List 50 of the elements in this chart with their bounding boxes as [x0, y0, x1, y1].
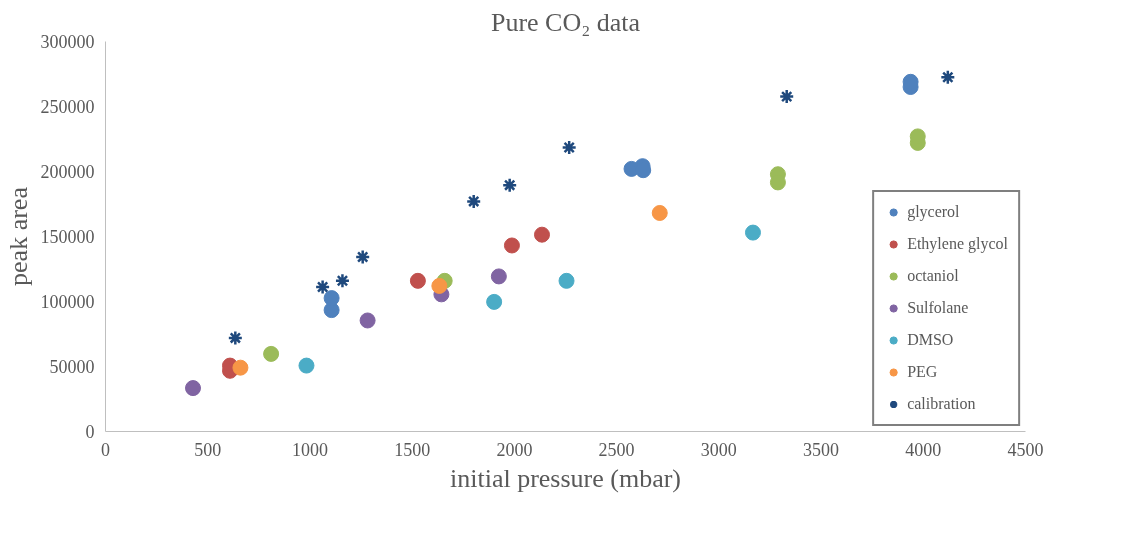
point	[533, 226, 550, 243]
y-tick-label: 200000	[40, 162, 95, 182]
point	[409, 272, 426, 289]
point	[561, 139, 577, 156]
y-axis-title: peak area	[3, 186, 33, 286]
point	[501, 177, 518, 193]
x-tick-label: 500	[194, 439, 222, 460]
legend-label: octaniol	[907, 267, 959, 285]
y-tick-label: 50000	[49, 357, 95, 377]
legend-label: Ethylene glycol	[907, 235, 1008, 253]
point	[431, 277, 448, 294]
point	[298, 357, 315, 374]
x-tick-label: 0	[101, 439, 110, 460]
y-tick-label: 150000	[40, 227, 95, 247]
point	[354, 249, 371, 265]
y-tick-label: 0	[85, 422, 95, 442]
point	[263, 345, 280, 362]
y-tick-label: 300000	[40, 32, 95, 52]
point	[465, 193, 482, 210]
legend-label: glycerol	[907, 203, 960, 221]
point	[651, 204, 668, 221]
legend-label: calibration	[907, 395, 976, 413]
point	[314, 279, 331, 295]
chart-title: Pure CO₂ data	[490, 7, 641, 37]
legend-label: DMSO	[907, 331, 954, 349]
point	[486, 293, 503, 310]
point	[490, 268, 507, 285]
x-tick-label: 3000	[700, 439, 737, 460]
point	[744, 224, 761, 241]
point	[334, 273, 351, 289]
point	[359, 312, 376, 329]
point	[232, 359, 249, 376]
legend-label: PEG	[907, 363, 938, 381]
y-tick-label: 100000	[40, 292, 95, 312]
x-axis-title: initial pressure (mbar)	[449, 463, 682, 493]
point	[778, 88, 795, 105]
point	[227, 330, 244, 346]
x-tick-label: 3500	[803, 439, 840, 460]
legend-label: Sulfolane	[907, 299, 969, 317]
point	[940, 69, 956, 85]
point	[558, 272, 575, 289]
x-tick-label: 2500	[598, 439, 635, 460]
point	[185, 380, 201, 397]
x-tick-label: 1000	[291, 439, 328, 460]
x-tick-label: 1500	[394, 439, 431, 460]
point	[503, 237, 520, 254]
x-tick-label: 4500	[1007, 439, 1044, 460]
x-tick-label: 4000	[905, 439, 942, 460]
x-tick-label: 2000	[496, 439, 533, 460]
y-tick-label: 250000	[40, 97, 95, 117]
